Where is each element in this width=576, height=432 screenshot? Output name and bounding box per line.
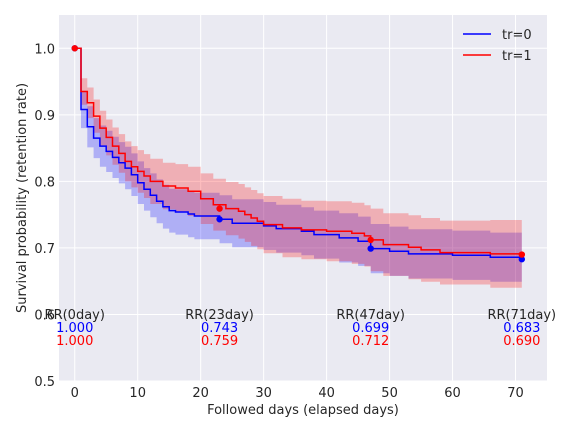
rr-value-tr1: 1.000 — [56, 334, 93, 349]
rr-annotations: RR(0day)1.0001.000RR(23day)0.7430.759RR(… — [45, 308, 557, 349]
line-tr=0 — [74, 47, 523, 260]
legend: tr=0 tr=1 — [463, 28, 532, 64]
rr-value-tr1: 0.690 — [503, 334, 540, 349]
x-tick-labels: 0 10 20 30 40 50 60 70 — [71, 386, 524, 401]
series-lines — [74, 47, 523, 260]
marker-tr=0 — [367, 245, 374, 252]
x-tick-label: 50 — [381, 386, 398, 401]
x-tick-label: 10 — [129, 386, 146, 401]
series-markers — [71, 45, 526, 263]
y-tick-label: 0.8 — [34, 175, 55, 190]
confidence-bands — [74, 48, 522, 288]
legend-label: tr=0 — [502, 28, 532, 43]
x-tick-label: 0 — [71, 386, 79, 401]
ci-band-tr=1 — [74, 48, 522, 288]
grid-lines — [59, 15, 547, 382]
x-tick-label: 70 — [507, 386, 524, 401]
ci-band-tr=0 — [74, 48, 522, 285]
x-tick-label: 30 — [255, 386, 272, 401]
x-tick-label: 60 — [444, 386, 461, 401]
y-tick-label: 0.7 — [34, 242, 55, 257]
rr-label: RR(71day) — [487, 308, 556, 323]
rr-value-tr0: 1.000 — [56, 321, 93, 336]
rr-value-tr1: 0.759 — [201, 334, 238, 349]
marker-tr=0 — [518, 256, 526, 263]
y-tick-label: 0.6 — [34, 308, 55, 323]
rr-value-tr0: 0.743 — [201, 321, 238, 336]
marker-tr=0 — [216, 216, 223, 223]
x-axis-label: Followed days (elapsed days) — [207, 403, 399, 418]
legend-label: tr=1 — [502, 49, 532, 64]
marker-tr=1 — [216, 205, 223, 212]
rr-label: RR(47day) — [336, 308, 405, 323]
rr-label: RR(0day) — [45, 308, 105, 323]
y-tick-label: 0.9 — [34, 109, 55, 124]
y-axis-label: Survival probability (retention rate) — [15, 83, 30, 313]
y-tick-label: 1.0 — [34, 42, 55, 57]
rr-label: RR(23day) — [185, 308, 254, 323]
marker-tr=1 — [71, 45, 78, 52]
rr-value-tr0: 0.699 — [352, 321, 389, 336]
y-tick-labels: 0.5 0.6 0.7 0.8 0.9 1.0 — [34, 42, 55, 390]
rr-value-tr0: 0.683 — [503, 321, 540, 336]
marker-tr=1 — [367, 236, 374, 244]
y-tick-label: 0.5 — [34, 375, 55, 390]
line-tr=1 — [74, 47, 523, 255]
x-tick-label: 40 — [318, 386, 335, 401]
plot-background — [59, 15, 547, 381]
marker-tr=1 — [518, 251, 526, 258]
rr-value-tr1: 0.712 — [352, 334, 389, 349]
x-tick-label: 20 — [192, 386, 209, 401]
